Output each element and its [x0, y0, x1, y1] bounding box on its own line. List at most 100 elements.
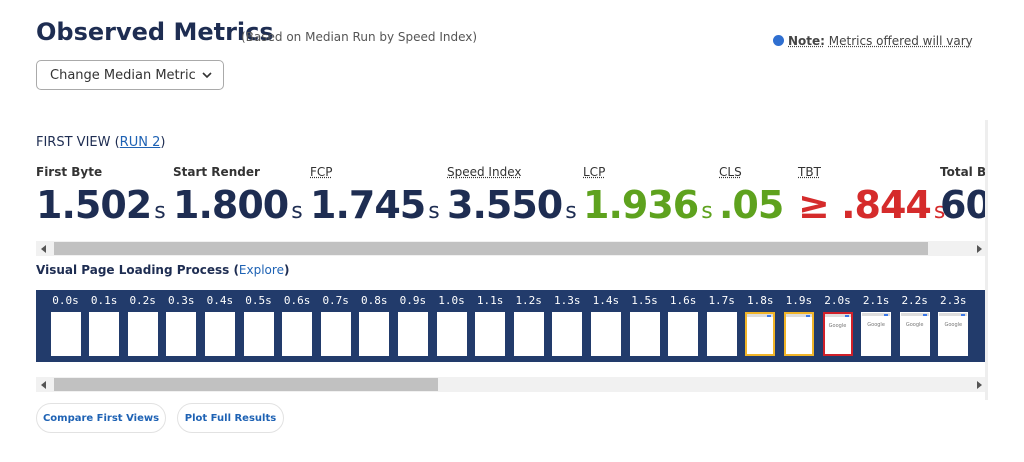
frame-time: 1.8s: [747, 294, 774, 307]
edge: [985, 120, 988, 400]
note: Note: Metrics offered will vary: [773, 34, 973, 48]
thumb-logo: Google: [905, 322, 924, 328]
action-button[interactable]: Compare First Views: [36, 403, 166, 433]
metric-unit: s: [154, 199, 166, 224]
scrollbar[interactable]: [36, 377, 987, 392]
first-view-suffix: ): [160, 135, 166, 150]
thumb-dot: [767, 315, 772, 317]
metric-label: Total By: [940, 165, 986, 179]
metric: FCP 1.745 s: [310, 165, 440, 227]
metric: TBT ≥ .844 s: [798, 165, 945, 227]
thumbnail: [166, 312, 197, 356]
frame[interactable]: 1.8s: [741, 290, 780, 356]
frame[interactable]: 1.5s: [625, 290, 664, 356]
thumb-dot: [922, 314, 927, 316]
thumbnail: [629, 312, 660, 356]
metric-value: ≥ .844 s: [798, 183, 945, 227]
metric: Speed Index 3.550 s: [447, 165, 577, 227]
frame-time: 0.6s: [283, 294, 311, 307]
frame[interactable]: 2.0s Google: [818, 290, 857, 356]
frame-time: 1.5s: [631, 294, 658, 307]
frame-time: 0.3s: [168, 294, 195, 307]
metric: First Byte 1.502 s: [36, 165, 166, 227]
metrics: First Byte 1.502 s Start Render 1.800 s FCP 1.7…: [36, 165, 986, 235]
thumb-bar: [747, 314, 774, 317]
frame[interactable]: 1.4s: [586, 290, 625, 356]
metric-number: 3.550: [447, 183, 563, 227]
first-view: FIRST VIEW (RUN 2): [36, 135, 165, 150]
explore-link[interactable]: Explore: [238, 263, 284, 277]
chevron: [202, 72, 212, 79]
thumbnail: [243, 312, 274, 356]
frame[interactable]: 1.0s: [432, 290, 471, 356]
metric-unit: s: [933, 199, 946, 224]
metric-unit: s: [565, 199, 577, 224]
metric-value: 1.502 s: [36, 183, 166, 227]
frame[interactable]: 1.6s: [664, 290, 703, 356]
frame[interactable]: 0.1s: [85, 290, 124, 356]
metric-number: .844: [841, 183, 932, 227]
thumb-logo: Google: [828, 323, 847, 329]
metric-label: First Byte: [36, 165, 103, 179]
note-label: Note:: [788, 34, 825, 48]
metric-number: 1.502: [36, 183, 152, 227]
frame-time: 1.4s: [592, 294, 620, 307]
median-button-label: Change Median Metric: [50, 68, 196, 83]
thumbnail: [282, 312, 313, 356]
frame-time: 2.1s: [862, 294, 890, 307]
frame[interactable]: 0.2s: [123, 290, 162, 356]
frame[interactable]: 1.3s: [548, 290, 587, 356]
subtitle: (Based on Median Run by Speed Index): [241, 30, 478, 44]
frame[interactable]: 1.7s: [702, 290, 741, 356]
frame[interactable]: 0.3s: [162, 290, 201, 356]
frame-time: 1.7s: [708, 294, 735, 307]
frame-time: 1.2s: [515, 294, 542, 307]
thumb-dot: [961, 314, 966, 316]
metric-label: Start Render: [173, 165, 260, 179]
frame[interactable]: 1.1s: [471, 290, 510, 356]
metric-number: 1.800: [173, 183, 289, 227]
thumbnail: [204, 312, 235, 356]
scrollbar[interactable]: [36, 241, 987, 256]
thumb-dot: [884, 314, 889, 316]
frame-time: 2.0s: [824, 294, 851, 307]
frame[interactable]: 2.2s Google: [895, 290, 934, 356]
metric-value: 1.800 s: [173, 183, 303, 227]
frame[interactable]: 1.9s: [779, 290, 818, 356]
frame[interactable]: 0.9s: [393, 290, 432, 356]
frame[interactable]: 0.4s: [200, 290, 239, 356]
frame[interactable]: 2.1s Google: [857, 290, 896, 356]
frame[interactable]: 1.2s: [509, 290, 548, 356]
thumbnail: [397, 312, 428, 356]
frame-time: 2.2s: [901, 294, 928, 307]
note-text: Metrics offered will vary: [828, 34, 973, 48]
paren: (: [233, 263, 239, 277]
thumbnail: [320, 312, 351, 356]
metric: LCP 1.936 s: [583, 165, 713, 227]
metric-unit: s: [701, 199, 713, 224]
metric-label: CLS: [719, 165, 742, 179]
filmstrip-label: Visual Page Loading Process: [36, 263, 230, 277]
thumbnail: [475, 312, 506, 356]
frame-time: 0.0s: [52, 294, 79, 307]
median-button[interactable]: Change Median Metric: [36, 60, 224, 90]
action-button[interactable]: Plot Full Results: [177, 403, 284, 433]
thumb-logo: Google: [867, 322, 885, 328]
frame[interactable]: 0.7s: [316, 290, 355, 356]
metric-label: LCP: [583, 165, 606, 179]
metric-label: Speed Index: [447, 165, 522, 179]
frame[interactable]: 0.0s: [46, 290, 85, 356]
frame[interactable]: 2.3s Google: [934, 290, 973, 356]
frame-time: 0.7s: [322, 294, 349, 307]
thumbnail: [745, 312, 776, 356]
frame[interactable]: 0.6s: [278, 290, 317, 356]
metric-value: 60: [940, 183, 986, 227]
thumbnail: Google: [822, 312, 853, 356]
frame[interactable]: 0.5s: [239, 290, 278, 356]
info-icon: [773, 35, 784, 46]
run-link[interactable]: RUN 2: [119, 135, 161, 150]
frame[interactable]: 0.8s: [355, 290, 394, 356]
thumb-bar: [824, 314, 851, 317]
thumb-dot: [844, 315, 849, 317]
